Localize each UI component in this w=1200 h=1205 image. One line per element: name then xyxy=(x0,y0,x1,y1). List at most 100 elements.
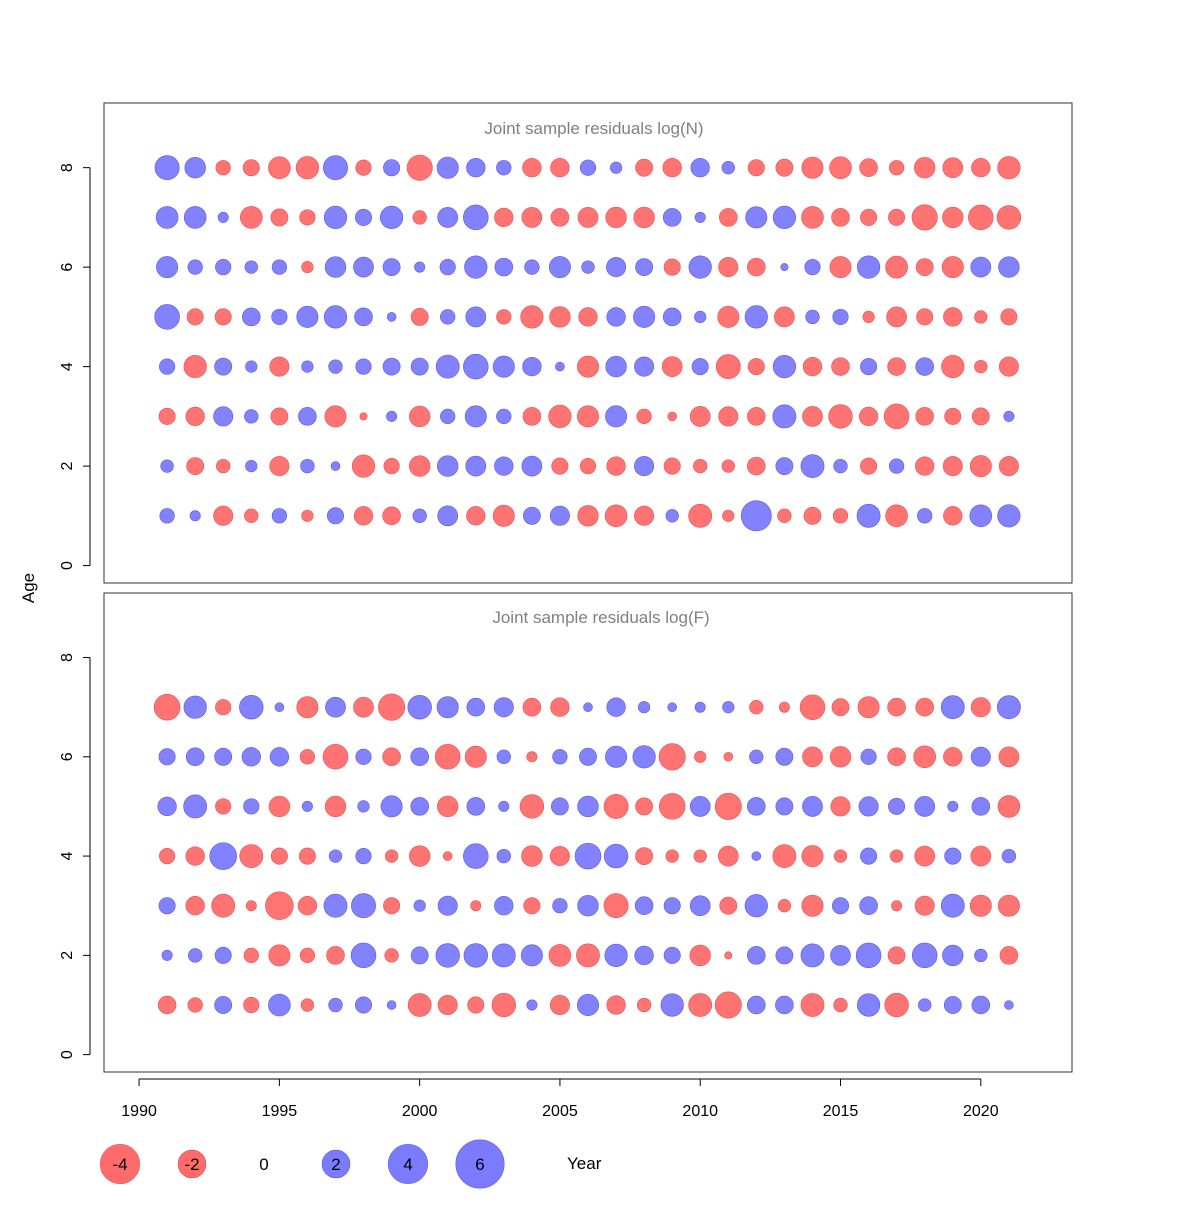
y-axis: 0 2 4 6 8 xyxy=(59,653,91,1059)
residual-bubble xyxy=(740,500,772,532)
residual-bubble xyxy=(775,797,794,816)
residual-bubble xyxy=(689,406,711,427)
bubbles xyxy=(154,154,1022,532)
residual-bubble xyxy=(718,257,739,278)
residual-bubble xyxy=(658,793,686,820)
residual-bubble xyxy=(551,457,569,475)
residual-bubble xyxy=(636,997,652,1013)
residual-bubble xyxy=(633,206,655,229)
residual-bubble xyxy=(241,747,261,767)
residual-bubble xyxy=(298,407,317,426)
residual-bubble xyxy=(437,895,458,916)
residual-bubble xyxy=(466,797,486,816)
residual-bubble xyxy=(521,845,543,867)
residual-bubble xyxy=(183,355,207,379)
residual-bubble xyxy=(719,208,738,227)
y-tick-label: 2 xyxy=(59,462,76,471)
residual-bubble xyxy=(997,504,1021,528)
residual-bubble xyxy=(382,747,401,767)
residual-bubble xyxy=(805,309,820,325)
residual-bubble xyxy=(576,943,600,968)
residual-bubble xyxy=(693,849,707,863)
residual-bubble xyxy=(941,355,965,379)
residual-bubble xyxy=(860,457,878,475)
residual-bubble xyxy=(351,893,376,919)
residual-bubble xyxy=(326,946,345,965)
residual-bubble xyxy=(802,406,823,427)
residual-bubble xyxy=(914,845,936,867)
residual-bubble xyxy=(918,998,932,1012)
residual-bubble xyxy=(550,158,570,178)
residual-bubble xyxy=(829,746,852,768)
residual-bubble xyxy=(351,454,376,478)
residual-bubble xyxy=(407,993,432,1017)
residual-bubble xyxy=(998,356,1019,377)
panel-title: Joint sample residuals log(F) xyxy=(492,608,709,627)
residual-bubble xyxy=(974,948,988,963)
residual-bubble xyxy=(634,505,655,526)
residual-bubble xyxy=(494,257,514,277)
residual-bubble xyxy=(187,997,203,1013)
residual-bubble xyxy=(413,899,426,912)
residual-bubble xyxy=(997,795,1021,818)
residual-bubble xyxy=(268,993,291,1017)
residual-bubble xyxy=(772,844,797,869)
residual-bubble xyxy=(970,845,992,867)
residual-bubble xyxy=(215,798,232,815)
residual-bubble xyxy=(353,506,374,526)
residual-bubble xyxy=(463,353,489,380)
residual-bubble xyxy=(801,156,824,179)
residual-bubble xyxy=(663,258,681,276)
residual-bubble xyxy=(915,697,934,717)
residual-bubble xyxy=(496,309,512,325)
residual-bubble xyxy=(884,992,909,1018)
residual-bubble xyxy=(911,942,938,969)
legend-bubble xyxy=(455,1139,505,1189)
residual-bubble xyxy=(578,307,598,327)
residual-bubble xyxy=(245,460,258,473)
legend-bubble xyxy=(321,1149,351,1179)
residual-bubble xyxy=(604,504,628,528)
residual-bubble xyxy=(437,994,458,1015)
residual-bubble xyxy=(548,404,572,429)
residual-bubble xyxy=(496,408,512,425)
panel-log-f: Joint sample residuals log(F) 0 2 4 6 8 xyxy=(59,592,1073,1073)
residual-bubble xyxy=(747,797,766,816)
residual-bubble xyxy=(605,206,627,229)
residual-bubble xyxy=(523,506,541,525)
residual-bubble xyxy=(299,209,316,226)
residual-bubble xyxy=(183,695,207,719)
residual-bubble xyxy=(326,507,344,525)
residual-bubble xyxy=(493,697,514,718)
residual-bubble xyxy=(157,995,177,1015)
residual-bubble xyxy=(718,406,739,427)
residual-bubble xyxy=(577,994,599,1016)
residual-bubble xyxy=(581,260,595,274)
residual-bubble xyxy=(322,744,349,770)
residual-bubble xyxy=(857,696,880,719)
residual-bubble xyxy=(184,157,206,179)
residual-bubble xyxy=(551,797,569,816)
residual-bubble xyxy=(940,893,965,918)
residual-bubble xyxy=(800,454,825,479)
residual-bubble xyxy=(775,457,794,476)
residual-bubble xyxy=(942,206,964,229)
residual-bubble xyxy=(268,156,291,179)
residual-bubble xyxy=(801,894,824,917)
residual-bubble xyxy=(521,207,543,228)
residual-bubble xyxy=(160,459,174,473)
residual-bubble xyxy=(216,458,231,474)
residual-bubble xyxy=(914,796,936,817)
y-tick-label: 2 xyxy=(59,951,76,960)
residual-bubble xyxy=(325,696,346,718)
residual-bubble xyxy=(274,702,285,712)
residual-bubble xyxy=(299,749,316,765)
residual-bubble xyxy=(494,456,514,476)
residual-bubble xyxy=(715,354,741,380)
residual-bubble xyxy=(243,798,260,815)
residual-bubble xyxy=(969,504,993,528)
residual-bubble xyxy=(998,256,1020,278)
residual-bubble xyxy=(800,943,825,968)
residual-bubble xyxy=(635,158,654,177)
residual-bubble xyxy=(323,205,348,229)
